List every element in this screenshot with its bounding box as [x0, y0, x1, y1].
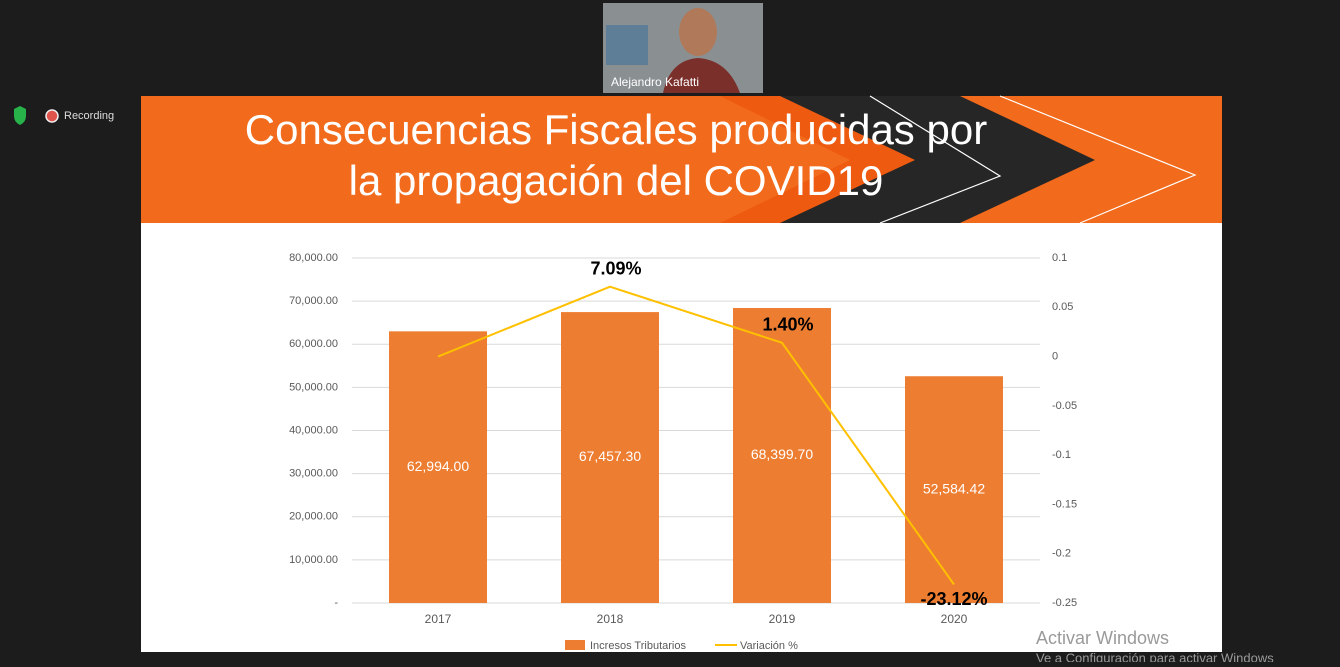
video-tile[interactable]: Alejandro Kafatti: [603, 3, 763, 93]
x-tick-label: 2020: [941, 612, 968, 626]
y-tick-label: 50,000.00: [289, 381, 338, 393]
bar-value-label: 67,457.30: [579, 448, 641, 464]
y-tick-label: 40,000.00: [289, 424, 338, 436]
y-tick-label: 80,000.00: [289, 252, 338, 264]
chevron-line: [999, 95, 1197, 224]
y2-tick-label: 0.05: [1052, 301, 1073, 313]
y-tick-label: 30,000.00: [289, 468, 338, 480]
line: [437, 285, 955, 586]
y-tick-label: 60,000.00: [289, 338, 338, 350]
chart: - 10,000.00 20,000.00 30,000.00 40,000.00 50,…: [289, 252, 1077, 652]
y-tick-label: 20,000.00: [289, 511, 338, 523]
face: [679, 8, 717, 56]
x-tick-label: 2019: [769, 612, 796, 626]
y2-tick-label: -0.15: [1052, 498, 1077, 510]
bar: [905, 376, 1003, 603]
bar-value-label: 62,994.00: [407, 458, 469, 474]
bar-value-label: 68,399.70: [751, 446, 813, 462]
line-value-label: 1.40%: [762, 315, 813, 335]
slide-title: la propagación del COVID19: [349, 157, 884, 204]
security-icon[interactable]: [14, 106, 26, 125]
watermark: Ve a Configuración para activar Windows: [1036, 650, 1274, 662]
participant-name: Alejandro Kafatti: [611, 75, 699, 89]
recording-label: Recording: [64, 110, 114, 122]
y-tick-label: 70,000.00: [289, 295, 338, 307]
bar: [389, 331, 487, 603]
y2-tick-label: -0.2: [1052, 548, 1071, 560]
line-value-label: 7.09%: [590, 258, 641, 278]
y-tick-label: 10,000.00: [289, 554, 338, 566]
chevron-dark: [780, 96, 1095, 223]
legend-label: Variación %: [740, 640, 798, 652]
y2-tick-label: -0.25: [1052, 597, 1077, 609]
legend-swatch: [565, 640, 585, 650]
line-value-label: -23.12%: [920, 589, 987, 609]
shirt: [663, 58, 740, 93]
bar: [733, 308, 831, 603]
y2-tick-label: -0.05: [1052, 400, 1077, 412]
legend-label: Incresos Tributarios: [590, 640, 686, 652]
bar-value-label: 52,584.42: [923, 480, 985, 496]
x-tick-label: 2018: [597, 612, 624, 626]
watermark: Activar Windows: [1036, 628, 1169, 648]
wall-map: [606, 25, 648, 65]
slide-title: Consecuencias Fiscales producidas por: [245, 106, 987, 153]
slide: Consecuencias Fiscales producidas por la…: [141, 95, 1222, 652]
x-tick-label: 2017: [425, 612, 452, 626]
recording-icon: [45, 109, 59, 123]
y2-tick-label: 0: [1052, 350, 1058, 362]
y-tick-label: -: [334, 597, 338, 609]
bar: [561, 312, 659, 603]
y2-tick-label: -0.1: [1052, 449, 1071, 461]
y2-tick-label: 0.1: [1052, 252, 1067, 264]
chevron-line: [869, 95, 1002, 224]
